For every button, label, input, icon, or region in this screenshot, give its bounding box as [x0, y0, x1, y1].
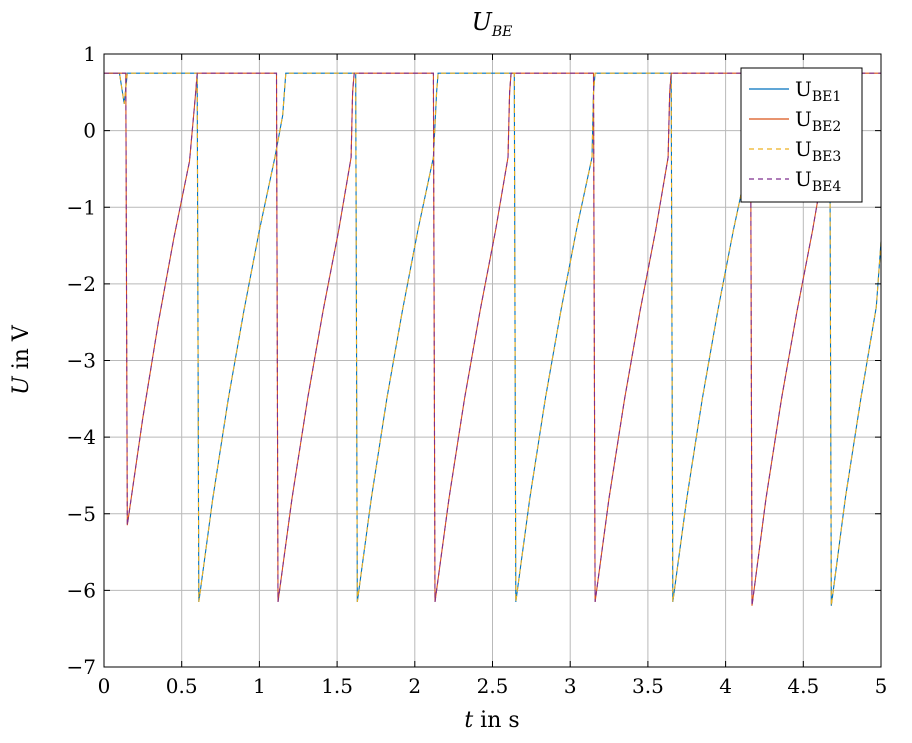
- y-tick-label: 1: [83, 42, 96, 66]
- y-tick-label: −5: [67, 502, 96, 526]
- y-tick-label: 0: [83, 119, 96, 143]
- x-tick-label: 0: [98, 674, 111, 698]
- legend-label-3: UBE3: [795, 137, 841, 165]
- y-tick-label: −6: [67, 578, 96, 602]
- y-tick-label: −2: [67, 272, 96, 296]
- x-tick-label: 5: [875, 674, 888, 698]
- y-axis-label: U in V: [9, 324, 34, 395]
- x-tick-label: 3.5: [632, 674, 664, 698]
- x-axis-ticks: 0 0.5 1 1.5 2 2.5 3 3.5 4 4.5 5: [98, 54, 888, 698]
- x-tick-label: 4: [719, 674, 732, 698]
- x-tick-label: 1: [253, 674, 266, 698]
- x-tick-label: 0.5: [166, 674, 198, 698]
- x-axis-label: t in s: [464, 708, 519, 733]
- x-tick-label: 2.5: [477, 674, 509, 698]
- legend-label-4: UBE4: [795, 167, 841, 195]
- legend-label-2: UBE2: [795, 107, 841, 135]
- x-tick-label: 4.5: [787, 674, 819, 698]
- series-line-4: [104, 72, 881, 606]
- chart-title: UBE: [472, 8, 513, 40]
- x-tick-label: 1.5: [321, 674, 353, 698]
- y-tick-label: −3: [67, 349, 96, 373]
- y-tick-label: −4: [67, 425, 96, 449]
- legend-label-1: UBE1: [795, 77, 841, 105]
- y-axis-ticks: 1 0 −1 −2 −3 −4 −5 −6 −7: [67, 42, 881, 679]
- x-tick-label: 3: [564, 674, 577, 698]
- x-tick-label: 2: [408, 674, 421, 698]
- legend-box: [740, 67, 863, 203]
- y-tick-label: −1: [67, 195, 96, 219]
- y-tick-label: −7: [67, 655, 96, 679]
